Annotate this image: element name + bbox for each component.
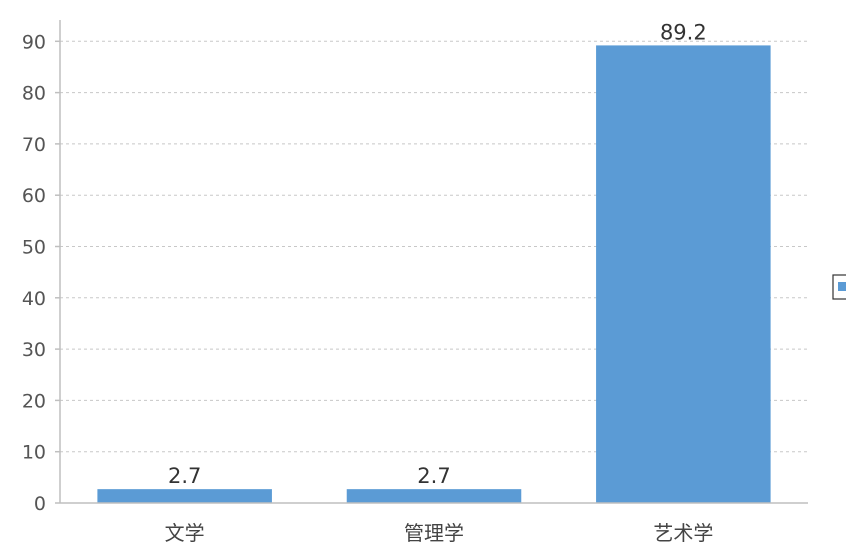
- x-axis: 文学 管理学 艺术学: [60, 502, 808, 545]
- bar[interactable]: [346, 489, 522, 503]
- y-tick-label: 10: [22, 442, 46, 464]
- y-tick-label: 40: [22, 288, 46, 310]
- y-tick-label: 80: [22, 83, 46, 105]
- x-tick-label: 管理学: [404, 521, 464, 545]
- legend-swatch: [838, 282, 846, 291]
- y-tick-label: 30: [22, 339, 46, 361]
- gridlines: [60, 40, 808, 453]
- y-tick-label: 90: [22, 31, 46, 53]
- bar[interactable]: [97, 489, 272, 503]
- y-tick-label: 20: [22, 390, 46, 412]
- y-tick-label: 60: [22, 185, 46, 207]
- data-label: 2.7: [168, 464, 201, 488]
- data-label: 2.7: [417, 464, 450, 488]
- y-axis: 0 10 20 30 40 50 60 70 80 90: [22, 20, 61, 515]
- y-tick-label: 0: [34, 493, 46, 515]
- bars: 2.7 2.7 89.2: [97, 20, 771, 504]
- bar[interactable]: [596, 45, 771, 504]
- x-tick-label: 艺术学: [653, 521, 713, 545]
- legend: [832, 274, 846, 300]
- y-tick-label: 50: [22, 237, 46, 259]
- y-tick-label: 70: [22, 134, 46, 156]
- x-tick-label: 文学: [165, 521, 205, 545]
- data-label: 89.2: [660, 20, 707, 44]
